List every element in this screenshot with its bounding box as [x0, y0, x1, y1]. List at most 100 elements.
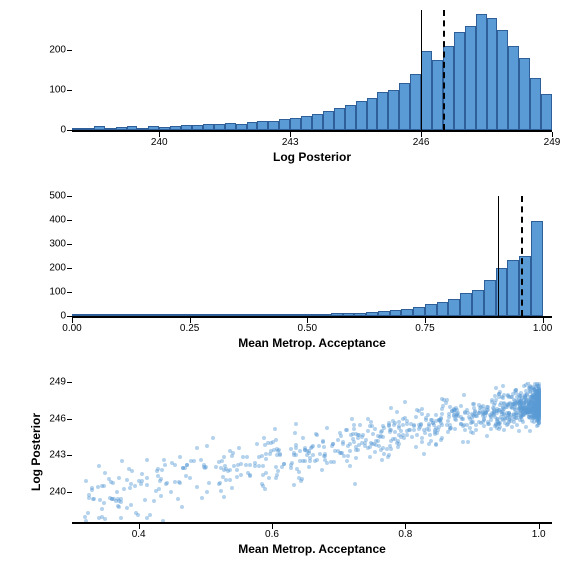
- scatter-point: [501, 406, 505, 410]
- scatter-panel: 0.40.60.81.0240243246249Mean Metrop. Acc…: [46, 382, 556, 552]
- scatter-point: [529, 407, 533, 411]
- scatter-point: [361, 433, 365, 437]
- bar: [279, 119, 290, 130]
- bar: [519, 58, 530, 130]
- scatter-point: [310, 445, 314, 449]
- bar: [472, 290, 484, 316]
- scatter-point: [426, 413, 430, 417]
- scatter-point: [368, 455, 372, 459]
- scatter-point: [239, 473, 243, 477]
- scatter-point: [440, 436, 444, 440]
- scatter-point: [226, 469, 230, 473]
- scatter-point: [195, 446, 199, 450]
- scatter-point: [332, 460, 336, 464]
- scatter-point: [145, 476, 149, 480]
- scatter-point: [502, 401, 506, 405]
- scatter-point: [333, 449, 337, 453]
- scatter-point: [493, 415, 497, 419]
- scatter-point: [391, 437, 395, 441]
- bar: [432, 60, 443, 130]
- scatter-point: [440, 423, 444, 427]
- y-tick: [67, 316, 72, 317]
- scatter-point: [195, 485, 199, 489]
- scatter-point: [315, 433, 319, 437]
- ref-line-solid: [498, 196, 499, 316]
- histogram-panel: 0.000.250.500.751.000100200300400500Mean…: [46, 196, 556, 346]
- y-tick-label: 249: [40, 377, 66, 388]
- scatter-point: [344, 428, 348, 432]
- scatter-point: [220, 459, 224, 463]
- scatter-point: [282, 462, 286, 466]
- scatter-point: [331, 442, 335, 446]
- scatter-point: [230, 486, 234, 490]
- scatter-point: [373, 450, 377, 454]
- scatter-point: [363, 441, 367, 445]
- scatter-point: [222, 495, 226, 499]
- scatter-point: [489, 418, 493, 422]
- x-tick-label: 243: [282, 137, 299, 148]
- scatter-point: [257, 455, 261, 459]
- scatter-point: [429, 439, 433, 443]
- y-tick-label: 100: [40, 287, 66, 298]
- scatter-point: [521, 420, 525, 424]
- bar: [476, 14, 487, 130]
- scatter-point: [204, 465, 208, 469]
- scatter-point: [173, 480, 177, 484]
- scatter-point: [205, 490, 209, 494]
- y-tick: [67, 382, 72, 383]
- scatter-point: [396, 439, 400, 443]
- bar: [225, 123, 236, 130]
- scatter-point: [130, 469, 134, 473]
- scatter-point: [512, 420, 516, 424]
- scatter-point: [507, 412, 511, 416]
- scatter-point: [323, 454, 327, 458]
- scatter-point: [322, 445, 326, 449]
- scatter-point: [102, 484, 106, 488]
- scatter-point: [222, 455, 226, 459]
- scatter-point: [109, 480, 113, 484]
- scatter-point: [417, 423, 421, 427]
- scatter-point: [145, 483, 149, 487]
- x-axis-label: Log Posterior: [273, 150, 351, 164]
- x-tick-label: 249: [544, 137, 561, 148]
- scatter-point: [116, 504, 120, 508]
- y-tick-label: 0: [40, 311, 66, 322]
- scatter-point: [155, 469, 159, 473]
- scatter-point: [445, 423, 449, 427]
- y-tick-label: 200: [40, 45, 66, 56]
- scatter-point: [239, 462, 243, 466]
- scatter-point: [482, 424, 486, 428]
- scatter-point: [207, 481, 211, 485]
- y-tick: [67, 455, 72, 456]
- scatter-point: [353, 482, 357, 486]
- scatter-point: [448, 427, 452, 431]
- bar: [413, 307, 425, 316]
- scatter-point: [414, 415, 418, 419]
- scatter-point: [364, 438, 368, 442]
- bar: [508, 46, 519, 130]
- scatter-point: [294, 443, 298, 447]
- scatter-point: [139, 482, 143, 486]
- bar: [312, 114, 323, 130]
- plot-area: [72, 10, 552, 130]
- scatter-point: [346, 454, 350, 458]
- bar: [425, 304, 437, 316]
- scatter-point: [459, 404, 463, 408]
- bar: [541, 94, 552, 130]
- scatter-point: [145, 458, 149, 462]
- scatter-point: [385, 447, 389, 451]
- scatter-point: [278, 453, 282, 457]
- scatter-point: [100, 507, 104, 511]
- scatter-point: [293, 431, 297, 435]
- scatter-point: [205, 444, 209, 448]
- scatter-point: [253, 461, 257, 465]
- scatter-point: [412, 424, 416, 428]
- scatter-point: [115, 490, 119, 494]
- scatter-point: [379, 448, 383, 452]
- scatter-point: [264, 452, 268, 456]
- scatter-point: [350, 417, 354, 421]
- scatter-point: [351, 432, 355, 436]
- x-axis: [72, 316, 552, 318]
- bar: [507, 260, 519, 316]
- scatter-point: [268, 452, 272, 456]
